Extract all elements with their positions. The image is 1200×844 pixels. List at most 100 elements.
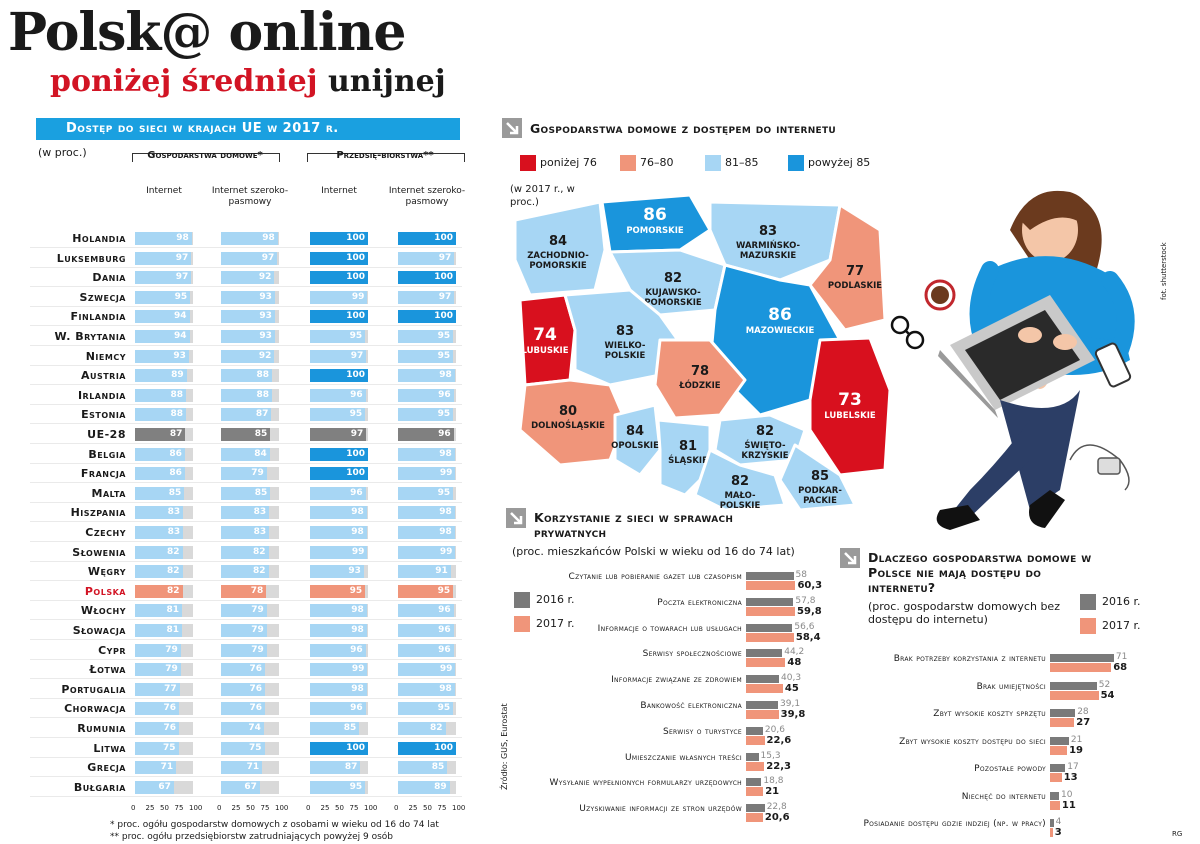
legend-swatch bbox=[620, 155, 636, 171]
row-divider bbox=[30, 776, 462, 778]
bar: 79 bbox=[221, 604, 267, 618]
country-label: Holandia bbox=[72, 232, 126, 245]
row-divider bbox=[30, 560, 462, 562]
legend-label: 81–85 bbox=[725, 156, 759, 169]
region-shape bbox=[518, 293, 577, 387]
legend-label: 76–80 bbox=[640, 156, 674, 169]
row-divider bbox=[30, 658, 462, 660]
bar: 98 bbox=[135, 232, 192, 245]
legend-swatch bbox=[514, 592, 530, 608]
value-2016: 28 bbox=[1077, 707, 1089, 717]
bar: 81 bbox=[135, 604, 182, 618]
country-label: Dania bbox=[92, 271, 126, 285]
row-divider bbox=[30, 678, 462, 680]
legend-label: 2017 r. bbox=[1102, 619, 1141, 632]
bar-2016 bbox=[746, 701, 779, 709]
bar: 95 bbox=[398, 702, 454, 716]
page-subtitle: poniżej średniej unijnej bbox=[50, 64, 446, 100]
value-2017: 58,4 bbox=[795, 631, 821, 643]
country-label: Finlandia bbox=[70, 310, 126, 324]
row-divider bbox=[30, 345, 462, 346]
tick-label: 75 bbox=[349, 804, 359, 812]
bar: 97 bbox=[221, 251, 278, 265]
bar: 93 bbox=[135, 349, 189, 363]
bar: 87 bbox=[221, 408, 272, 422]
bar-2016 bbox=[746, 726, 763, 735]
legend-swatch bbox=[705, 155, 721, 171]
tick-label: 25 bbox=[231, 804, 241, 812]
tick-label: 50 bbox=[160, 804, 169, 812]
category-label: Uzyskiwanie informacji ze stron urzędów bbox=[579, 804, 742, 815]
bar: 83 bbox=[221, 526, 270, 539]
bar: 100 bbox=[310, 232, 368, 245]
value-2017: 60,3 bbox=[797, 580, 823, 591]
private-chart-title: Korzystanie z sieci w sprawach prywatnyc… bbox=[534, 510, 734, 540]
value-2017: 45 bbox=[784, 683, 799, 695]
bar-2017 bbox=[746, 813, 763, 823]
bar: 100 bbox=[310, 467, 368, 481]
region-shape bbox=[513, 200, 607, 297]
category-label: Brak umiejętności bbox=[976, 681, 1046, 692]
bar-2016 bbox=[1050, 736, 1069, 745]
bar: 79 bbox=[135, 643, 181, 657]
bar: 98 bbox=[310, 604, 367, 618]
row-divider bbox=[30, 756, 462, 758]
value-2017: 54 bbox=[1100, 689, 1115, 701]
country-label: Luksemburg bbox=[56, 251, 126, 265]
legend-label: poniżej 76 bbox=[540, 156, 597, 169]
value-2017: 22,3 bbox=[766, 760, 791, 772]
bar: 100 bbox=[310, 310, 368, 324]
bar: 88 bbox=[221, 369, 273, 383]
country-label: Włochy bbox=[80, 604, 126, 618]
bar-2017 bbox=[1050, 773, 1062, 782]
row-divider bbox=[30, 599, 462, 601]
region-value: 77 bbox=[846, 264, 864, 279]
row-divider bbox=[30, 737, 462, 738]
country-label: Hiszpania bbox=[70, 506, 126, 520]
bar: 86 bbox=[135, 447, 185, 461]
bar: 99 bbox=[310, 545, 368, 559]
bar: 79 bbox=[135, 663, 181, 677]
country-label: Słowacja bbox=[72, 624, 126, 637]
bar: 95 bbox=[310, 584, 366, 598]
region-name: LUBELSKIE bbox=[824, 411, 876, 421]
bar: 94 bbox=[135, 330, 190, 343]
bar: 100 bbox=[398, 741, 456, 755]
eu-chart-title: Dostęp do sieci w krajach UE w 2017 r. bbox=[36, 118, 460, 140]
bar-2016 bbox=[746, 649, 783, 658]
bar-2017 bbox=[746, 684, 783, 694]
bar: 96 bbox=[398, 428, 454, 441]
bar: 82 bbox=[221, 545, 269, 559]
bar: 71 bbox=[221, 761, 263, 775]
bar-2016 bbox=[746, 675, 780, 684]
bar: 100 bbox=[398, 232, 456, 245]
value-2016: 56,6 bbox=[794, 621, 815, 632]
value-2017: 48 bbox=[787, 657, 802, 669]
region-name: WIELKO- bbox=[605, 341, 646, 351]
bar: 82 bbox=[135, 584, 183, 598]
bar: 97 bbox=[135, 251, 192, 265]
value-2016: 15,3 bbox=[760, 750, 781, 761]
bar: 76 bbox=[135, 702, 180, 716]
bar: 100 bbox=[310, 271, 368, 285]
region-name: ŚWIĘTO- bbox=[744, 439, 786, 451]
bar: 99 bbox=[310, 290, 368, 304]
tick-label: 0 bbox=[217, 804, 222, 812]
country-label: Czechy bbox=[85, 526, 126, 539]
region-name: POMORSKIE bbox=[644, 298, 702, 308]
region-value: 83 bbox=[759, 224, 777, 239]
bar: 85 bbox=[398, 761, 448, 775]
arrow-icon bbox=[506, 508, 526, 528]
country-label: Słowenia bbox=[72, 545, 126, 559]
legend-label: 2016 r. bbox=[1102, 595, 1141, 608]
group-header: Gospodarstwa domowe* bbox=[147, 150, 263, 161]
category-label: Brak potrzeby korzystania z internetu bbox=[893, 654, 1046, 664]
bar: 82 bbox=[135, 545, 183, 559]
bar: 98 bbox=[398, 526, 455, 539]
region-name: LUBUSKIE bbox=[521, 346, 568, 356]
value-2017: 11 bbox=[1061, 799, 1076, 811]
region-name: ZACHODNIO- bbox=[527, 251, 589, 261]
map-unit: (w 2017 r., w proc.) bbox=[510, 184, 575, 208]
country-label: Bułgaria bbox=[73, 780, 126, 794]
region-name: OPOLSKIE bbox=[611, 441, 659, 451]
